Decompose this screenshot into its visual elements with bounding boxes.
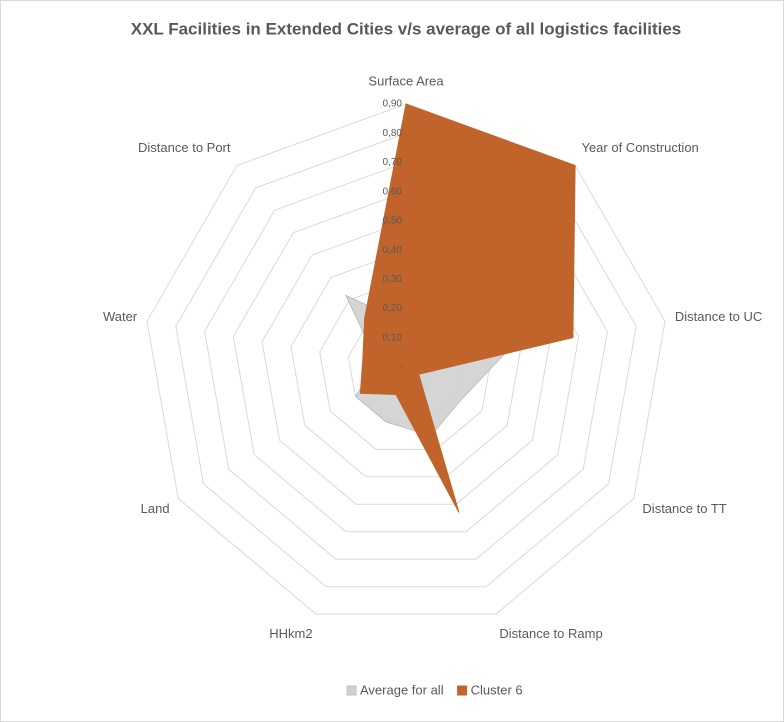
radial-tick-label: 0,80 <box>383 128 403 139</box>
grid-ring <box>146 103 666 615</box>
radial-tick-label: 0,20 <box>383 303 403 314</box>
legend-swatch <box>457 685 468 696</box>
category-label: HHkm2 <box>269 626 312 641</box>
category-label: Distance to Port <box>138 140 231 155</box>
radial-tick-label: 0,60 <box>383 186 403 197</box>
radial-tick-label: 0,70 <box>383 157 403 168</box>
category-label: Distance to UC <box>675 309 762 324</box>
radial-tick-label: 0,40 <box>383 245 403 256</box>
series-area <box>359 103 576 513</box>
category-label: Distance to TT <box>642 501 726 516</box>
category-label: Surface Area <box>368 73 444 88</box>
category-label: Land <box>141 501 170 516</box>
category-label: Water <box>103 309 138 324</box>
radial-tick-label: 0,50 <box>383 216 403 227</box>
category-label: Distance to Ramp <box>499 626 602 641</box>
legend-label: Average for all <box>360 682 444 697</box>
legend-swatch <box>346 685 357 696</box>
radial-tick-label: 0,90 <box>383 99 403 110</box>
legend-label: Cluster 6 <box>471 682 523 697</box>
chart-title: XXL Facilities in Extended Cities v/s av… <box>131 19 682 38</box>
category-label: Year of Construction <box>581 140 698 155</box>
grid-ring <box>175 132 637 588</box>
radial-tick-label: - <box>399 362 402 373</box>
radial-tick-label: 0,10 <box>383 332 403 343</box>
radial-tick-label: 0,30 <box>383 274 403 285</box>
